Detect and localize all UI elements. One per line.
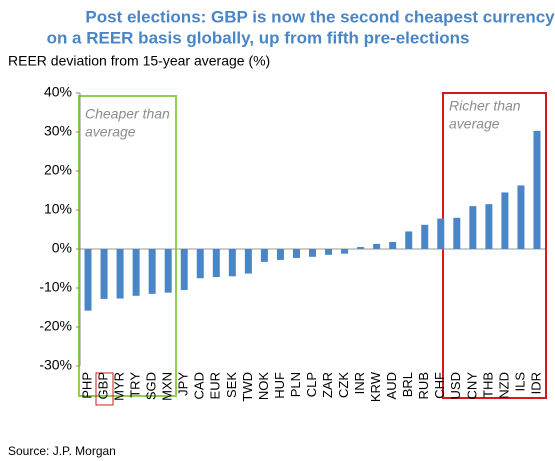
gbp-highlight — [95, 372, 114, 406]
bar — [212, 249, 220, 278]
bar — [244, 249, 252, 274]
bar — [100, 249, 108, 299]
x-tick-label: USD — [448, 372, 463, 399]
y-tick-label: 0% — [52, 240, 72, 256]
bar — [180, 249, 188, 290]
annotation: average — [85, 124, 136, 140]
bar — [228, 249, 236, 277]
cheap-box — [78, 95, 177, 397]
bar — [533, 130, 541, 249]
bar — [373, 243, 381, 249]
bar — [517, 185, 525, 249]
bar — [260, 249, 268, 262]
x-tick-label: TRY — [128, 372, 143, 398]
x-tick-label: SGD — [144, 372, 159, 400]
chart-title: Post elections: GBP is now the second ch… — [85, 7, 555, 26]
x-tick-label: MYR — [112, 372, 127, 401]
x-tick-label: EUR — [208, 372, 223, 399]
subtitle: REER deviation from 15-year average (%) — [8, 53, 270, 69]
bar — [196, 249, 204, 279]
source: Source: J.P. Morgan — [8, 444, 116, 458]
bar — [437, 218, 445, 249]
y-tick-label: 20% — [44, 162, 72, 178]
x-tick-label: PLN — [288, 372, 303, 397]
annotation: Cheaper than — [85, 106, 170, 122]
x-tick-label: ILS — [512, 372, 527, 392]
chart-title: on a REER basis globally, up from fifth … — [47, 28, 470, 47]
bar — [453, 217, 461, 249]
y-tick-label: 30% — [44, 123, 72, 139]
x-tick-label: HUF — [272, 372, 287, 399]
bar — [357, 247, 365, 249]
x-tick-label: TWD — [240, 372, 255, 402]
bar — [325, 249, 333, 255]
x-tick-label: RUB — [416, 372, 431, 399]
x-tick-label: CNY — [464, 372, 479, 400]
bar — [389, 241, 397, 249]
x-tick-label: PHP — [79, 372, 94, 399]
x-tick-label: CAD — [192, 372, 207, 399]
bar — [292, 249, 300, 258]
x-tick-label: NOK — [256, 372, 271, 401]
x-tick-label: AUD — [384, 372, 399, 399]
bar — [341, 249, 349, 254]
x-tick-label: CHF — [432, 372, 447, 399]
bar — [84, 249, 92, 311]
y-tick-label: -10% — [39, 279, 72, 295]
x-tick-label: JPY — [176, 372, 191, 396]
x-tick-label: ZAR — [320, 372, 335, 398]
bar — [501, 192, 509, 249]
annotation: average — [449, 116, 500, 132]
x-tick-label: INR — [352, 372, 367, 394]
annotation: Richer than — [449, 98, 521, 114]
x-tick-label: NZD — [496, 372, 511, 399]
bar — [309, 249, 316, 257]
x-tick-label: MXN — [160, 372, 175, 401]
x-tick-label: KRW — [368, 371, 383, 402]
bar — [132, 249, 140, 296]
y-tick-label: 10% — [44, 201, 72, 217]
bar — [276, 249, 284, 260]
y-tick-label: -20% — [39, 318, 72, 334]
x-tick-label: SEK — [224, 372, 239, 398]
y-tick-label: -30% — [39, 357, 72, 373]
x-tick-label: THB — [480, 372, 495, 398]
bar — [421, 224, 429, 249]
bar — [116, 249, 124, 299]
x-tick-label: IDR — [528, 372, 543, 394]
bar — [469, 206, 477, 249]
x-tick-label: GBP — [95, 372, 110, 399]
x-tick-label: CZK — [336, 372, 351, 398]
x-tick-label: CLP — [304, 372, 319, 397]
bar — [485, 204, 493, 249]
bar — [405, 231, 413, 249]
bar — [148, 249, 156, 294]
x-tick-label: BRL — [400, 372, 415, 397]
bar — [164, 249, 172, 293]
y-tick-label: 40% — [44, 84, 72, 100]
